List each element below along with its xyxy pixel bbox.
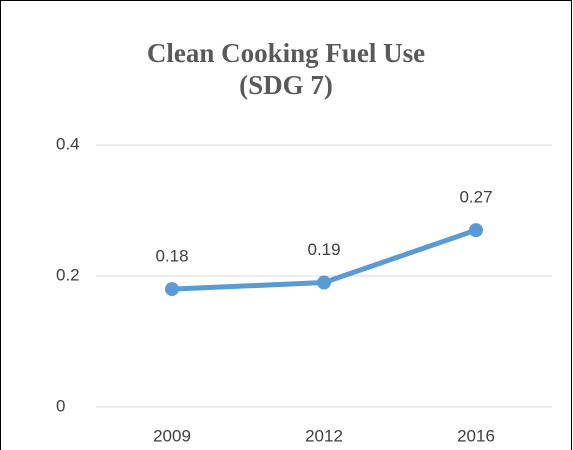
marker [317, 275, 331, 290]
x-tick-label: 2016 [457, 426, 495, 445]
data-label: 0.18 [155, 247, 188, 266]
y-tick-label: 0.4 [56, 134, 80, 153]
y-tick-label: 0 [56, 396, 65, 415]
marker [165, 282, 179, 297]
chart-title: Clean Cooking Fuel Use [147, 38, 425, 68]
y-tick-label: 0.2 [56, 265, 80, 284]
chart-title: (SDG 7) [239, 70, 333, 100]
data-label: 0.19 [307, 240, 340, 259]
data-label: 0.27 [459, 188, 492, 207]
x-tick-label: 2009 [153, 426, 191, 445]
marker [469, 223, 483, 238]
x-tick-label: 2012 [305, 426, 343, 445]
